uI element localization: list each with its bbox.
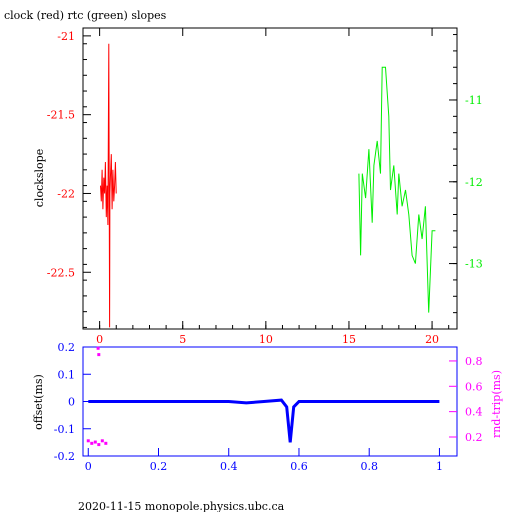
bottom-right-tick-label: 0.6 — [465, 380, 483, 393]
bottom-right-tick-label: 0.8 — [465, 355, 483, 368]
bottom-x-tick-label: 0.8 — [360, 460, 378, 473]
bottom-right-axis: 0.8 0.6 0.4 0.2 — [449, 355, 483, 444]
chart-title: clock (red) rtc (green) slopes — [4, 9, 167, 22]
bottom-left-tick-label: -0.1 — [54, 423, 75, 436]
top-x-tick-label: 0 — [96, 333, 103, 346]
roundtrip-point — [96, 346, 100, 350]
bottom-x-tick-label: 1 — [436, 460, 443, 473]
top-x-axis: 0 5 10 15 20 — [96, 28, 450, 346]
bottom-x-tick-label: 0 — [85, 460, 92, 473]
rtc-slope-series — [358, 66, 436, 313]
top-plot-frame — [82, 27, 458, 330]
roundtrip-point — [93, 440, 97, 444]
top-left-tick-label: -21.5 — [47, 109, 75, 122]
top-left-tick-label: -21 — [57, 30, 75, 43]
roundtrip-point — [100, 439, 104, 443]
bottom-x-axis: 0 0.2 0.4 0.6 0.8 1 — [85, 448, 443, 473]
top-y-axis-label: clockslope — [33, 149, 46, 207]
top-series-group — [100, 43, 436, 328]
bottom-left-tick-label: 0.2 — [58, 341, 76, 354]
top-right-tick-label: -11 — [465, 94, 483, 107]
top-x-tick-label: 5 — [179, 333, 186, 346]
footer-caption: 2020-11-15 monopole.physics.ubc.ca — [78, 500, 285, 512]
bottom-left-axis: 0.2 0.1 0 -0.1 -0.2 — [54, 341, 91, 463]
roundtrip-point — [90, 441, 94, 445]
bottom-left-tick-label: -0.2 — [54, 450, 75, 463]
bottom-x-tick-label: 0.6 — [290, 460, 308, 473]
bottom-y-axis-label: offset(ms) — [32, 374, 45, 430]
bottom-series-group — [86, 346, 440, 447]
offset-series — [88, 398, 440, 443]
top-x-tick-label: 15 — [342, 333, 356, 346]
top-x-tick-label: 10 — [259, 333, 273, 346]
bottom-right-tick-label: 0.4 — [465, 406, 483, 419]
bottom-right-tick-label: 0.2 — [465, 431, 483, 444]
top-right-axis: -11 -12 -13 — [449, 34, 483, 330]
roundtrip-point — [97, 443, 101, 447]
clock-slope-series — [100, 43, 117, 328]
bottom-left-tick-label: 0.1 — [58, 368, 76, 381]
bottom-left-tick-label: 0 — [68, 396, 75, 409]
bottom-x-tick-label: 0.2 — [150, 460, 168, 473]
roundtrip-point — [86, 439, 90, 443]
top-left-tick-label: -22.5 — [47, 266, 75, 279]
roundtrip-point — [104, 441, 108, 445]
bottom-right-axis-label: rnd-trip(ms) — [490, 370, 503, 438]
top-left-axis: -21 -21.5 -22 -22.5 — [47, 27, 91, 328]
bottom-x-tick-label: 0.4 — [220, 460, 238, 473]
top-left-tick-label: -22 — [57, 187, 75, 200]
top-x-tick-label: 20 — [425, 333, 439, 346]
top-right-tick-label: -13 — [465, 258, 483, 271]
top-right-tick-label: -12 — [465, 176, 483, 189]
roundtrip-point — [97, 353, 101, 357]
